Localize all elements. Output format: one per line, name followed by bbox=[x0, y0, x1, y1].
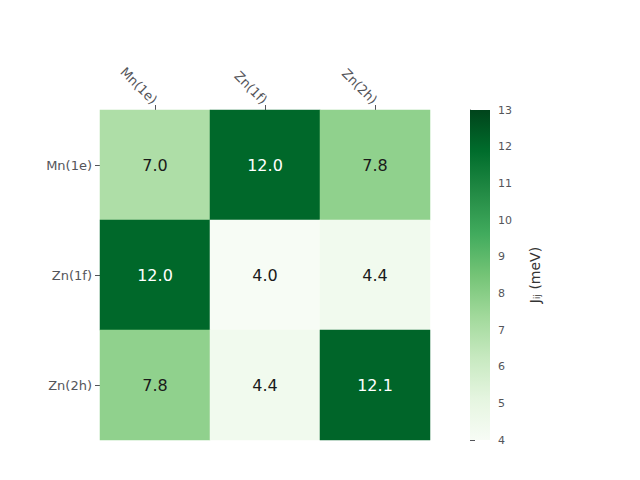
svg-text:12: 12 bbox=[498, 140, 512, 153]
svg-text:8: 8 bbox=[498, 287, 505, 300]
svg-text:5: 5 bbox=[498, 397, 505, 410]
svg-text:Jᵢⱼ (meV): Jᵢⱼ (meV) bbox=[527, 247, 543, 304]
svg-text:7.8: 7.8 bbox=[362, 156, 387, 175]
svg-text:Mn(1e): Mn(1e) bbox=[117, 64, 160, 107]
svg-text:4: 4 bbox=[498, 434, 505, 447]
svg-text:13: 13 bbox=[498, 104, 512, 117]
svg-text:10: 10 bbox=[498, 214, 512, 227]
svg-text:4.4: 4.4 bbox=[252, 376, 277, 395]
svg-text:Zn(1f): Zn(1f) bbox=[52, 268, 92, 283]
svg-text:12.1: 12.1 bbox=[357, 376, 393, 395]
svg-text:12.0: 12.0 bbox=[137, 266, 173, 285]
svg-text:Zn(2h): Zn(2h) bbox=[48, 378, 92, 393]
svg-text:Zn(1f): Zn(1f) bbox=[231, 68, 270, 107]
svg-text:9: 9 bbox=[498, 250, 505, 263]
svg-text:7: 7 bbox=[498, 324, 505, 337]
svg-text:Zn(2h): Zn(2h) bbox=[339, 66, 381, 108]
svg-text:Mn(1e): Mn(1e) bbox=[46, 158, 92, 173]
svg-text:4.0: 4.0 bbox=[252, 266, 277, 285]
svg-text:6: 6 bbox=[498, 360, 505, 373]
svg-text:7.8: 7.8 bbox=[142, 376, 167, 395]
svg-text:7.0: 7.0 bbox=[142, 156, 167, 175]
svg-text:4.4: 4.4 bbox=[362, 266, 387, 285]
svg-text:12.0: 12.0 bbox=[247, 156, 283, 175]
svg-text:11: 11 bbox=[498, 177, 512, 190]
